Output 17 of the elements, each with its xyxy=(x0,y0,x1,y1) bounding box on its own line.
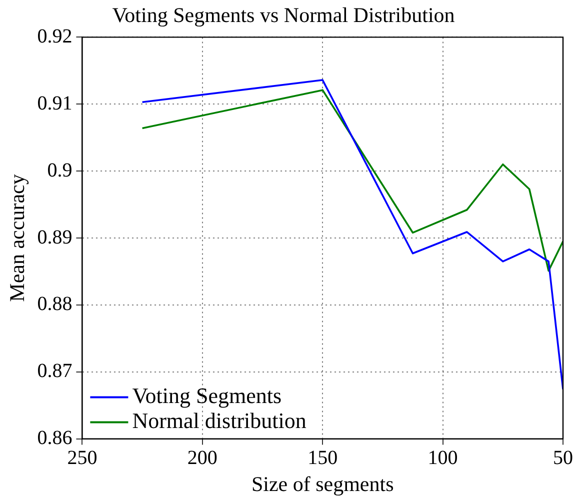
y-tick-label: 0.9 xyxy=(47,159,72,182)
y-tick-label: 0.86 xyxy=(37,427,72,450)
y-tick-label: 0.88 xyxy=(37,293,72,316)
legend-label: Normal distribution xyxy=(132,408,306,434)
x-axis-title: Size of segments xyxy=(251,472,394,496)
x-tick-label: 50 xyxy=(553,447,573,470)
chart-title: Voting Segments vs Normal Distribution xyxy=(112,3,456,28)
x-tick-label: 150 xyxy=(308,447,338,470)
y-tick-label: 0.89 xyxy=(37,226,72,248)
y-tick-label: 0.87 xyxy=(37,360,72,382)
y-tick-label: 0.92 xyxy=(37,25,72,48)
y-axis-title: Mean accuracy xyxy=(5,174,30,302)
y-tick-label: 0.91 xyxy=(37,92,72,114)
x-tick-label: 200 xyxy=(187,447,218,470)
x-tick-label: 100 xyxy=(428,447,458,470)
x-tick-label: 250 xyxy=(67,447,98,470)
legend-label: Voting Segments xyxy=(132,383,282,408)
